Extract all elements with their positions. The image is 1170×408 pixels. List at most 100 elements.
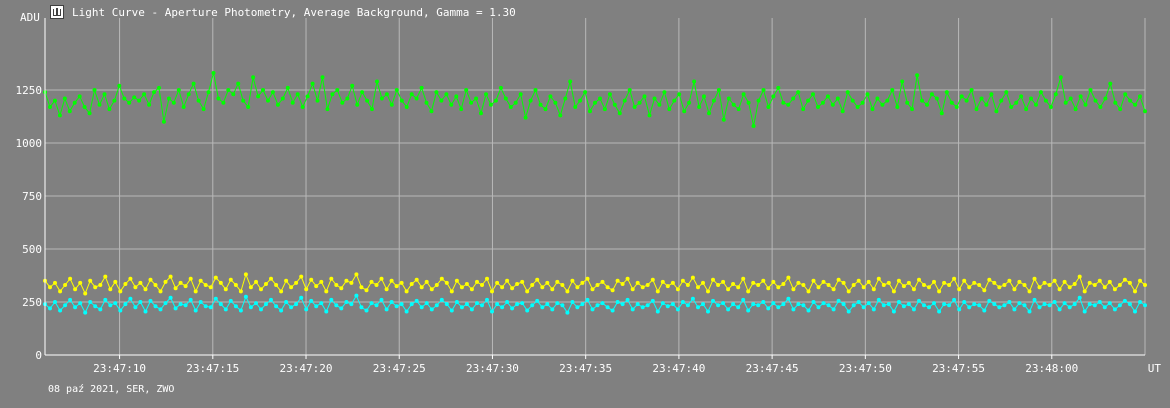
data-point — [630, 287, 635, 292]
data-point — [454, 94, 459, 99]
series-line — [44, 294, 1146, 314]
data-point — [736, 285, 741, 290]
y-tick-label: 250 — [22, 296, 42, 309]
data-point — [821, 279, 826, 284]
data-point — [548, 94, 553, 99]
data-point — [605, 305, 610, 310]
data-point — [1063, 100, 1068, 105]
data-point — [168, 274, 173, 279]
data-point — [741, 92, 746, 97]
data-point — [1123, 92, 1128, 97]
data-point — [419, 305, 424, 310]
data-point — [761, 278, 766, 283]
data-point — [188, 297, 193, 302]
data-point — [1037, 305, 1042, 310]
data-point — [469, 307, 474, 312]
data-point — [657, 102, 662, 107]
data-point — [555, 301, 560, 306]
data-point — [726, 307, 731, 312]
data-point — [685, 283, 690, 287]
data-point — [707, 111, 711, 116]
data-point — [830, 102, 835, 107]
data-point — [806, 308, 811, 313]
data-point — [781, 100, 786, 105]
data-point — [424, 100, 429, 105]
data-point — [939, 111, 944, 116]
data-point — [334, 283, 339, 287]
data-point — [801, 107, 806, 112]
data-point — [761, 300, 766, 304]
data-point — [954, 105, 959, 109]
data-point — [404, 105, 409, 109]
data-point — [168, 295, 173, 300]
data-point — [152, 90, 156, 95]
data-point — [580, 302, 585, 307]
data-point — [354, 293, 359, 298]
data-point — [756, 283, 761, 287]
data-point — [851, 283, 856, 287]
data-point — [339, 286, 344, 291]
data-point — [925, 102, 929, 107]
data-point — [967, 305, 972, 310]
data-point — [881, 303, 886, 308]
data-point — [439, 276, 444, 281]
data-point — [850, 98, 855, 103]
data-point — [969, 88, 974, 92]
data-point — [1058, 75, 1063, 80]
photometry-app-icon[interactable] — [50, 5, 64, 19]
data-point — [766, 286, 771, 291]
data-point — [161, 119, 166, 124]
data-point — [251, 75, 256, 80]
data-point — [637, 100, 642, 105]
data-point — [274, 304, 279, 309]
data-point — [1057, 287, 1062, 292]
data-point — [264, 282, 268, 286]
data-point — [962, 300, 967, 304]
data-point — [83, 291, 88, 296]
data-point — [178, 302, 183, 307]
data-point — [469, 100, 474, 105]
data-point — [68, 276, 73, 281]
data-point — [429, 287, 434, 292]
data-point — [248, 305, 253, 310]
data-point — [394, 304, 399, 309]
data-point — [339, 306, 344, 311]
data-point — [309, 298, 314, 303]
data-point — [528, 98, 533, 103]
data-point — [208, 285, 213, 290]
data-point — [62, 96, 67, 101]
x-tick-label: 23:47:15 — [186, 362, 239, 375]
data-point — [846, 289, 851, 294]
data-point — [937, 289, 942, 294]
data-point — [605, 285, 610, 290]
data-point — [1117, 303, 1122, 308]
data-point — [191, 81, 196, 86]
x-tick-label: 23:47:30 — [466, 362, 519, 375]
data-point — [721, 279, 726, 284]
data-point — [861, 305, 866, 310]
data-point — [464, 88, 469, 92]
data-point — [917, 277, 921, 282]
data-point — [414, 298, 419, 303]
data-point — [886, 302, 891, 307]
data-point — [1082, 309, 1087, 314]
data-point — [92, 88, 97, 92]
data-point — [929, 92, 934, 97]
data-point — [856, 278, 861, 283]
data-point — [896, 300, 901, 304]
data-point — [706, 309, 710, 314]
data-point — [304, 287, 309, 292]
data-point — [53, 280, 57, 285]
data-point — [831, 287, 836, 292]
data-point — [766, 105, 771, 109]
data-point — [702, 94, 706, 99]
data-point — [280, 96, 285, 101]
data-point — [593, 100, 597, 105]
data-point — [977, 303, 982, 308]
data-point — [647, 113, 652, 118]
data-point — [716, 303, 721, 308]
data-point — [982, 288, 987, 293]
data-point — [721, 301, 726, 306]
data-point — [1034, 102, 1038, 107]
